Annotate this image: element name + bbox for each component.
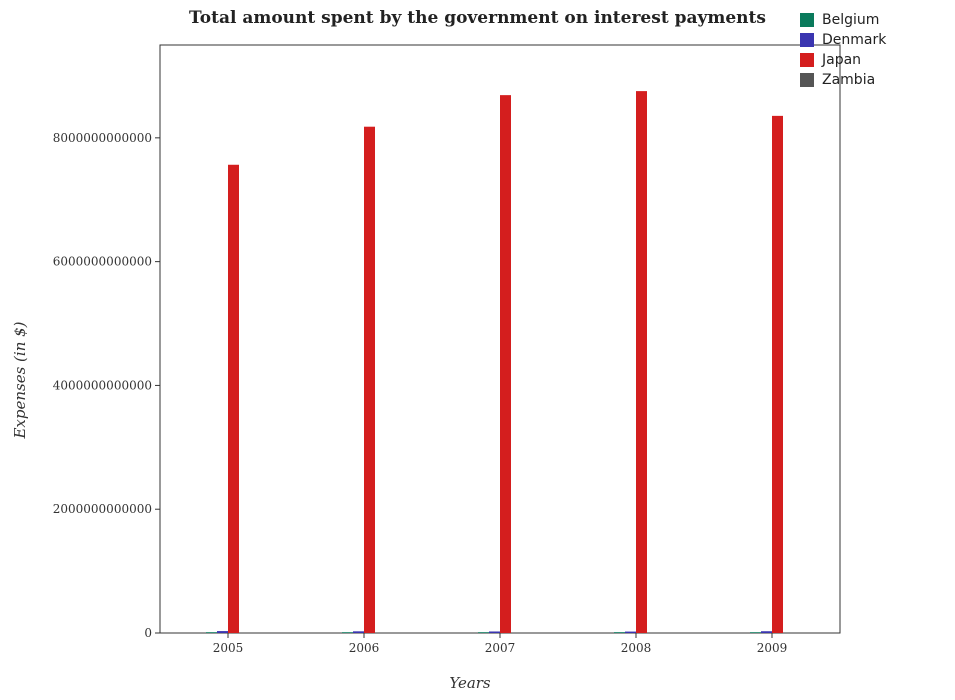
bar-denmark-2006: [353, 631, 364, 633]
legend-item-belgium: Belgium: [800, 10, 886, 30]
legend-item-denmark: Denmark: [800, 30, 886, 50]
legend-swatch: [800, 13, 814, 27]
x-tick-label: 2009: [757, 641, 788, 655]
bar-belgium-2005: [206, 632, 217, 633]
bar-denmark-2009: [761, 631, 772, 633]
bar-denmark-2008: [625, 631, 636, 633]
legend-swatch: [800, 73, 814, 87]
bar-denmark-2005: [217, 631, 228, 633]
bar-japan-2008: [636, 91, 647, 634]
bar-zambia-2006: [375, 632, 386, 633]
legend-label: Zambia: [822, 72, 876, 88]
y-tick-label: 8000000000000: [53, 131, 152, 145]
bar-belgium-2007: [478, 632, 489, 633]
bar-zambia-2008: [647, 632, 658, 633]
y-tick-label: 6000000000000: [53, 255, 152, 269]
legend-swatch: [800, 53, 814, 67]
x-tick-label: 2007: [485, 641, 516, 655]
bar-belgium-2008: [614, 632, 625, 633]
bar-zambia-2005: [239, 632, 250, 633]
legend-label: Denmark: [822, 32, 887, 48]
legend-label: Japan: [822, 52, 862, 68]
legend-label: Belgium: [822, 12, 880, 28]
legend-item-japan: Japan: [800, 50, 886, 70]
legend-swatch: [800, 33, 814, 47]
bar-zambia-2009: [783, 632, 794, 633]
bar-belgium-2006: [342, 632, 353, 633]
x-tick-label: 2008: [621, 641, 652, 655]
chart-title: Total amount spent by the government on …: [189, 8, 766, 28]
x-tick-label: 2005: [213, 641, 244, 655]
legend: Belgium Denmark Japan Zambia: [800, 10, 886, 90]
y-tick-label: 4000000000000: [53, 378, 152, 392]
bar-belgium-2009: [750, 632, 761, 633]
bar-japan-2005: [228, 164, 239, 634]
bar-japan-2007: [500, 95, 511, 633]
x-tick-label: 2006: [349, 641, 380, 655]
bar-zambia-2007: [511, 632, 522, 633]
y-tick-label: 2000000000000: [53, 502, 152, 516]
legend-item-zambia: Zambia: [800, 70, 886, 90]
bar-denmark-2007: [489, 631, 500, 633]
y-tick-label: 0: [144, 626, 152, 640]
bar-japan-2006: [364, 126, 375, 633]
x-axis-label: Years: [449, 674, 491, 692]
bar-japan-2009: [772, 115, 783, 633]
